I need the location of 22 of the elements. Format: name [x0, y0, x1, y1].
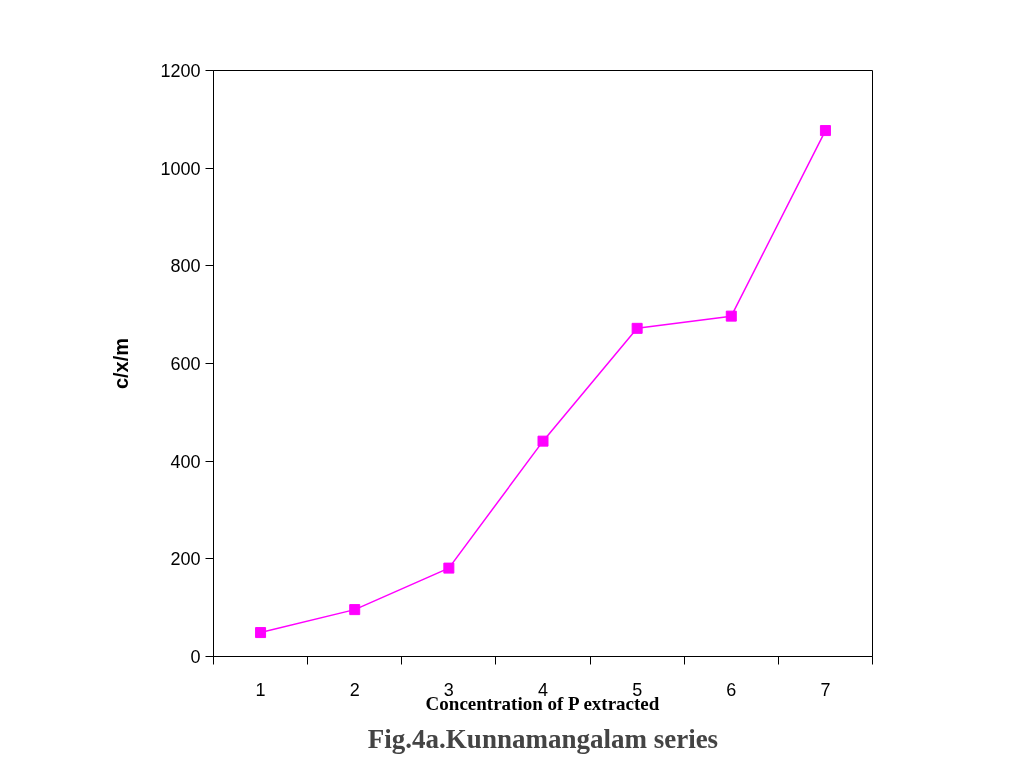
point — [255, 627, 267, 639]
y-tick-label: 1200 — [160, 61, 201, 81]
y-tick-label: 0 — [190, 647, 201, 667]
point — [537, 435, 549, 447]
point — [443, 562, 455, 574]
y-tick-label: 200 — [170, 549, 201, 570]
point — [725, 310, 737, 322]
x-tick-label: 1 — [255, 679, 266, 700]
point — [349, 604, 361, 616]
x-tick-label: 4 — [537, 679, 549, 700]
y-tick-label: 400 — [170, 451, 201, 472]
caption: Fig.4a.Kunnamangalam series — [367, 723, 719, 754]
x-tick-label: 5 — [632, 679, 643, 700]
y-tick-label: 800 — [170, 256, 201, 277]
point — [631, 322, 643, 334]
x-tick-label: 7 — [820, 679, 831, 700]
y-axis-title: c/x/m — [110, 337, 133, 390]
x-tick-label: 6 — [726, 679, 737, 700]
y-tick-label: 600 — [170, 354, 201, 374]
point — [819, 125, 831, 137]
y-tick-label: 1000 — [160, 158, 201, 179]
x-tick-label: 2 — [349, 679, 360, 700]
